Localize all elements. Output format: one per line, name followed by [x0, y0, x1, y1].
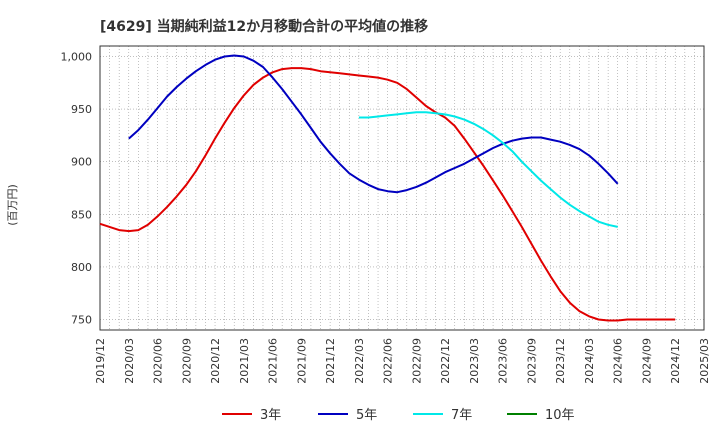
y-axis-label: (百万円)	[6, 184, 19, 226]
x-tick-label: 2021/12	[324, 338, 337, 384]
y-tick-label: 800	[71, 261, 92, 274]
grid	[99, 46, 705, 330]
y-tick-label: 750	[71, 313, 92, 326]
x-ticks: 2019/12 2020/03 2020/06 2020/09 2020/12 2021/…	[94, 338, 711, 384]
x-tick-label: 2021/06	[267, 338, 280, 384]
x-tick-label: 2022/09	[410, 338, 423, 384]
y-tick-label: 900	[71, 156, 92, 169]
x-tick-label: 2020/06	[152, 338, 165, 384]
y-ticks: 750 800 850 900 950 1,000	[61, 51, 93, 327]
plot-frame	[99, 45, 705, 331]
x-tick-label: 2023/12	[554, 338, 567, 384]
legend: 3年 5年 7年 10年	[222, 408, 575, 423]
legend-label: 10年	[545, 408, 575, 423]
y-tick-label: 1,000	[61, 51, 93, 64]
chart-title: [4629] 当期純利益12か月移動合計の平均値の推移	[100, 18, 428, 35]
series-line-7年	[358, 111, 618, 228]
x-tick-label: 2024/12	[669, 338, 682, 384]
x-tick-label: 2025/03	[698, 338, 711, 384]
y-tick-label: 850	[71, 208, 92, 221]
x-tick-label: 2022/12	[439, 338, 452, 384]
x-tick-label: 2020/03	[123, 338, 136, 384]
x-tick-label: 2023/03	[468, 338, 481, 384]
x-tick-label: 2023/09	[525, 338, 538, 384]
x-tick-label: 2024/06	[612, 338, 625, 384]
legend-label: 7年	[451, 408, 472, 423]
x-tick-label: 2021/03	[238, 338, 251, 384]
series-line-5年	[128, 54, 619, 194]
x-tick-label: 2023/06	[497, 338, 510, 384]
legend-label: 3年	[260, 408, 281, 423]
x-tick-label: 2020/09	[180, 338, 193, 384]
legend-label: 5年	[356, 408, 377, 423]
x-tick-label: 2019/12	[94, 338, 107, 384]
x-tick-label: 2021/09	[295, 338, 308, 384]
x-tick-label: 2024/03	[583, 338, 596, 384]
series-line-3年	[99, 67, 676, 322]
series-lines	[99, 54, 676, 322]
x-tick-label: 2020/12	[209, 338, 222, 384]
x-tick-label: 2022/03	[353, 338, 366, 384]
y-tick-label: 950	[71, 103, 92, 116]
x-tick-label: 2022/06	[382, 338, 395, 384]
x-tick-label: 2024/09	[640, 338, 653, 384]
